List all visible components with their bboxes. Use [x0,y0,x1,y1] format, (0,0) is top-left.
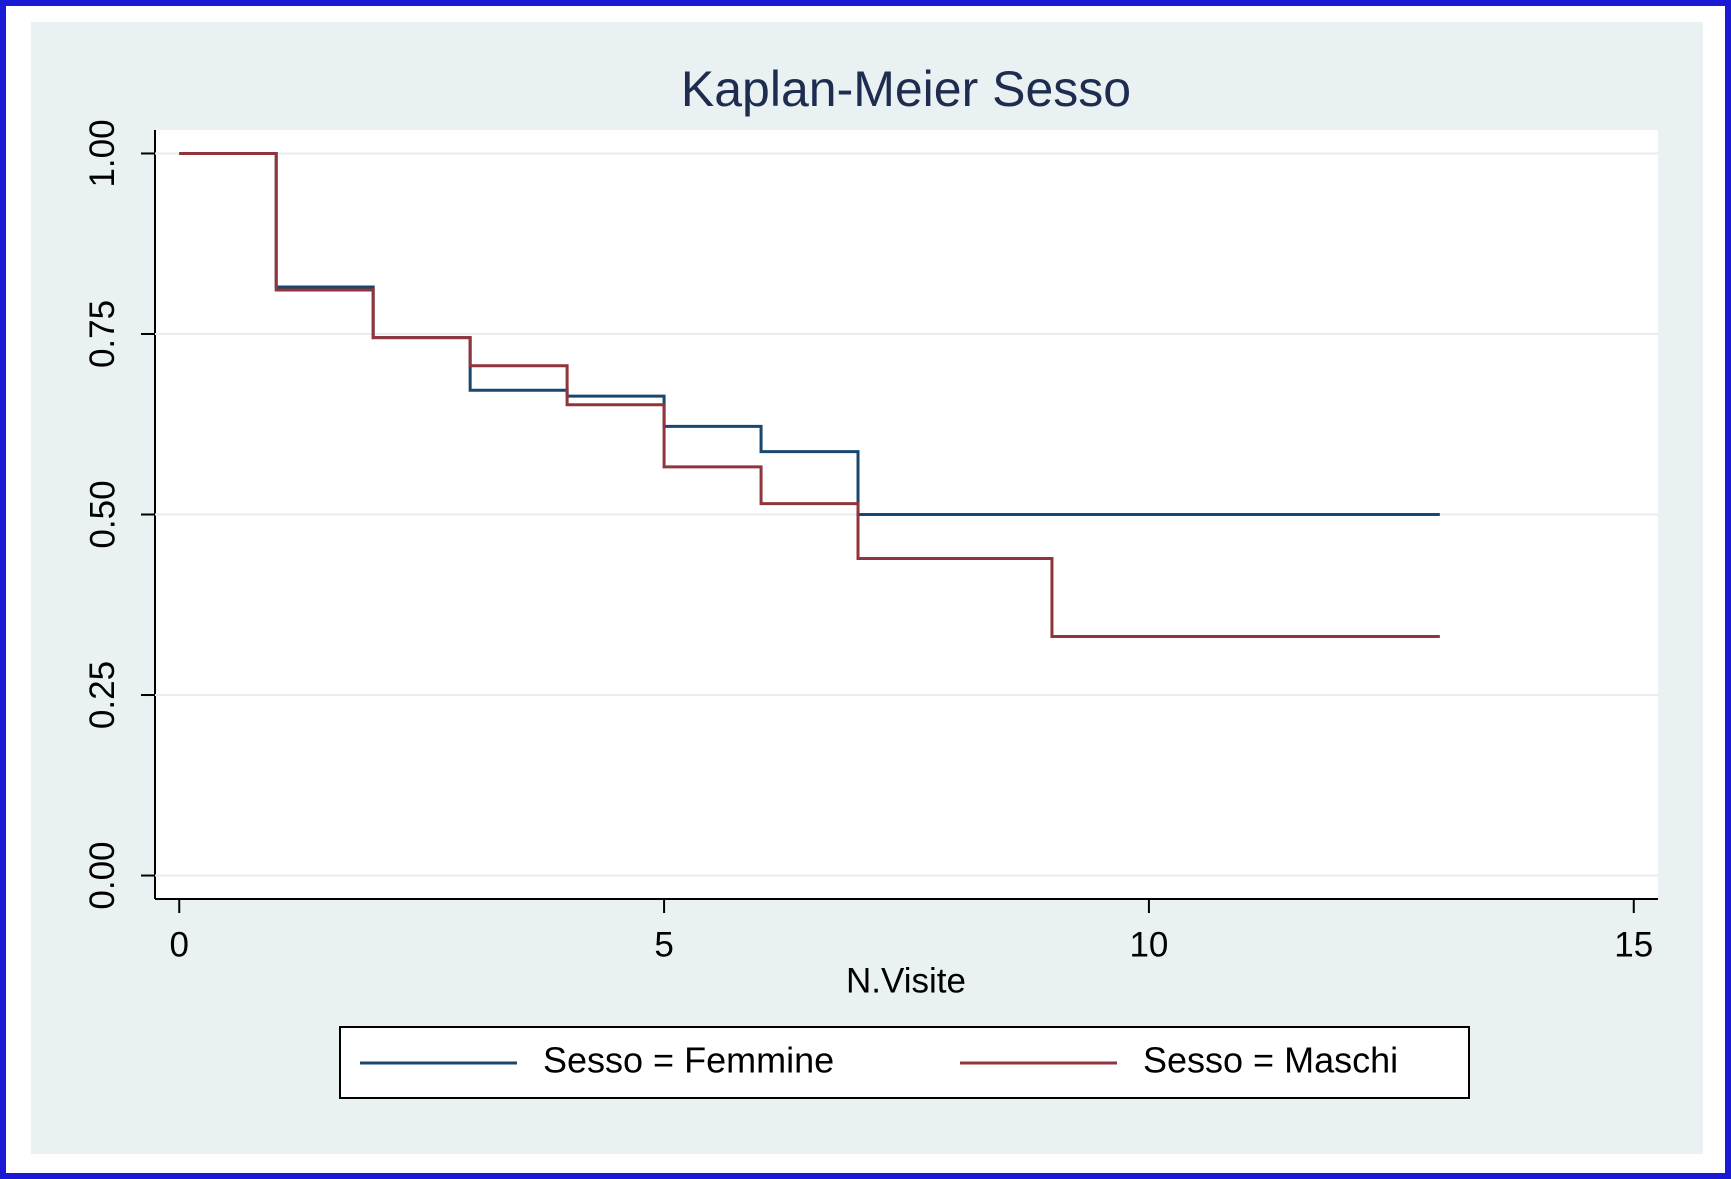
y-tick-label: 0.75 [83,300,122,368]
y-tick-label: 1.00 [83,119,122,187]
survival-line [179,151,1440,639]
legend-label: Sesso = Maschi [1143,1040,1398,1081]
legend-label: Sesso = Femmine [543,1040,834,1081]
x-tick-label: 5 [654,925,673,964]
x-tick-label: 0 [170,925,189,964]
chart-title: Kaplan-Meier Sesso [681,61,1131,117]
x-tick-label: 10 [1129,925,1168,964]
legend [339,1026,1470,1099]
y-tick-label: 0.50 [83,480,122,548]
x-axis-label: N.Visite [846,961,966,1000]
y-tick-label: 0.00 [83,841,122,909]
y-tick-label: 0.25 [83,661,122,729]
x-tick-label: 15 [1614,925,1653,964]
